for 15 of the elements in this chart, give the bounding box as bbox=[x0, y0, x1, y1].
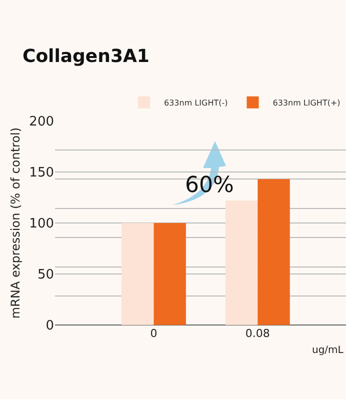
bar bbox=[225, 200, 258, 325]
annotation: 60% bbox=[185, 173, 234, 198]
y-tick-label: 100 bbox=[29, 216, 54, 232]
bar bbox=[122, 223, 154, 325]
legend-label: 633nm LIGHT(+) bbox=[272, 98, 340, 108]
bar bbox=[154, 223, 186, 325]
legend-label: 633nm LIGHT(-) bbox=[164, 98, 228, 108]
x-tick-label: 0.08 bbox=[245, 327, 270, 340]
text: ug/mL bbox=[312, 345, 344, 356]
y-axis-title: mRNA expression (% of control) bbox=[8, 127, 22, 319]
y-tick-label: 200 bbox=[29, 114, 54, 130]
chart-title: Collagen3A1 bbox=[22, 46, 150, 68]
y-tick-label: 50 bbox=[37, 268, 54, 283]
bar bbox=[258, 179, 290, 325]
y-tick-label: 150 bbox=[29, 166, 54, 181]
